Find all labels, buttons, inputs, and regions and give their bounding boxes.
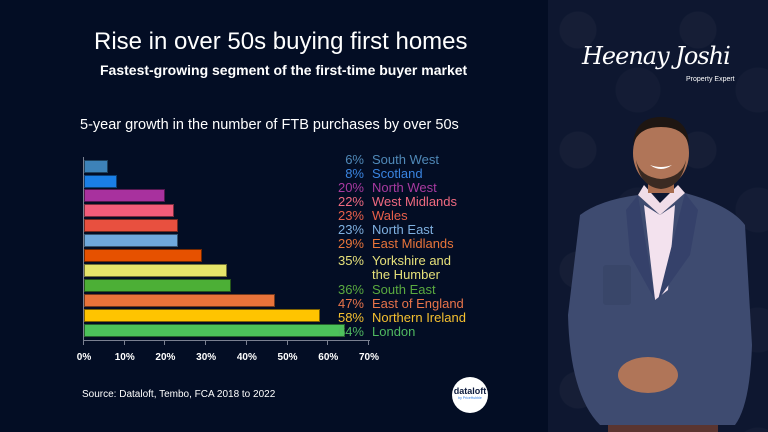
x-tick-label: 70% <box>358 352 380 363</box>
legend-item: 23% Wales <box>331 209 408 223</box>
legend-value: 29% <box>337 236 364 251</box>
bar-northern-ireland <box>84 309 321 322</box>
legend-item: 20% North West <box>331 181 437 195</box>
x-tick <box>205 340 207 345</box>
legend-value: 6% <box>345 152 364 167</box>
legend-value: 36% <box>337 282 364 297</box>
person-photo <box>568 117 752 432</box>
legend-item: 22% West Midlands <box>331 195 457 209</box>
x-tick-label: 50% <box>277 352 298 363</box>
legend-value: 64% <box>337 324 364 339</box>
legend-item: 47% East of England <box>331 297 464 311</box>
x-tick-label: 0% <box>76 352 92 363</box>
x-axis-line <box>83 340 370 341</box>
x-tick <box>123 340 125 345</box>
page-subtitle: Fastest-growing segment of the first-tim… <box>100 62 468 78</box>
x-tick-label: 40% <box>236 352 257 363</box>
legend-item: 36% South East <box>331 283 436 297</box>
legend-label: South East <box>372 282 436 297</box>
x-tick <box>327 340 329 345</box>
x-tick <box>245 340 247 345</box>
legend-value: 23% <box>337 208 364 223</box>
legend-item: 64% London <box>331 325 415 339</box>
brand-tagline: Property Expert <box>686 76 735 83</box>
legend-label: East Midlands <box>372 236 454 251</box>
legend-label: South West <box>372 152 439 167</box>
x-tick-label: 20% <box>155 352 176 363</box>
x-tick <box>368 340 369 345</box>
dataloft-logo: dataloft by PriceHubble <box>452 377 488 413</box>
legend-item: 35% Yorkshire and the Humber <box>331 254 451 282</box>
legend-value: 20% <box>337 180 364 195</box>
dataloft-logo-byline: by PriceHubble <box>458 396 482 400</box>
legend-label: West Midlands <box>372 194 458 209</box>
legend-value: 35% <box>337 253 364 268</box>
legend-item: 58% Northern Ireland <box>331 311 466 325</box>
legend-item: 8% Scotland <box>331 166 423 181</box>
x-tick-label: 60% <box>318 352 339 363</box>
bar-chart: 0% 10% 20% 30% 40% 50% 60% 70% 6% South West 8% Sco… <box>76 153 466 364</box>
x-tick <box>286 340 288 345</box>
bar-south-east <box>84 279 231 292</box>
bar-east-midlands <box>84 249 203 262</box>
chart-title: 5-year growth in the number of FTB purch… <box>80 117 459 133</box>
bar-west-midlands <box>84 204 174 217</box>
dataloft-logo-text: dataloft <box>453 386 487 396</box>
bar-scotland <box>84 175 117 188</box>
legend-label: Yorkshire and the Humber <box>372 253 452 282</box>
x-tick <box>83 340 84 345</box>
bar-yorkshire-and-the-humber <box>84 264 227 277</box>
bar-south-west <box>84 160 109 173</box>
page-title: Rise in over 50s buying first homes <box>94 28 468 55</box>
legend-value: 58% <box>337 310 364 325</box>
x-tick <box>164 340 166 345</box>
legend-item: 29% East Midlands <box>331 237 454 251</box>
brand-signature: Heenay Joshi <box>582 42 731 70</box>
legend-label: North East <box>372 222 434 237</box>
legend-label: North West <box>372 180 437 195</box>
legend-value: 8% <box>345 166 364 181</box>
legend-value: 23% <box>337 222 364 237</box>
legend-label: Wales <box>372 208 408 223</box>
bar-london <box>84 324 345 337</box>
legend-item: 23% North East <box>331 223 433 237</box>
x-tick-label: 10% <box>114 352 135 363</box>
legend-label: Scotland <box>372 166 423 181</box>
source-note: Source: Dataloft, Tembo, FCA 2018 to 202… <box>82 389 276 400</box>
bar-north-west <box>84 189 166 202</box>
y-axis-line <box>83 157 84 340</box>
x-tick-label: 30% <box>196 352 217 363</box>
legend-label: Northern Ireland <box>372 310 466 325</box>
legend-value: 47% <box>337 296 364 311</box>
legend-value: 22% <box>337 194 364 209</box>
bar-wales <box>84 219 178 232</box>
bar-north-east <box>84 234 178 247</box>
legend-label: London <box>372 324 416 339</box>
legend-label: East of England <box>372 296 464 311</box>
bar-east-of-england <box>84 294 276 307</box>
legend-item: 6% South West <box>331 153 439 167</box>
